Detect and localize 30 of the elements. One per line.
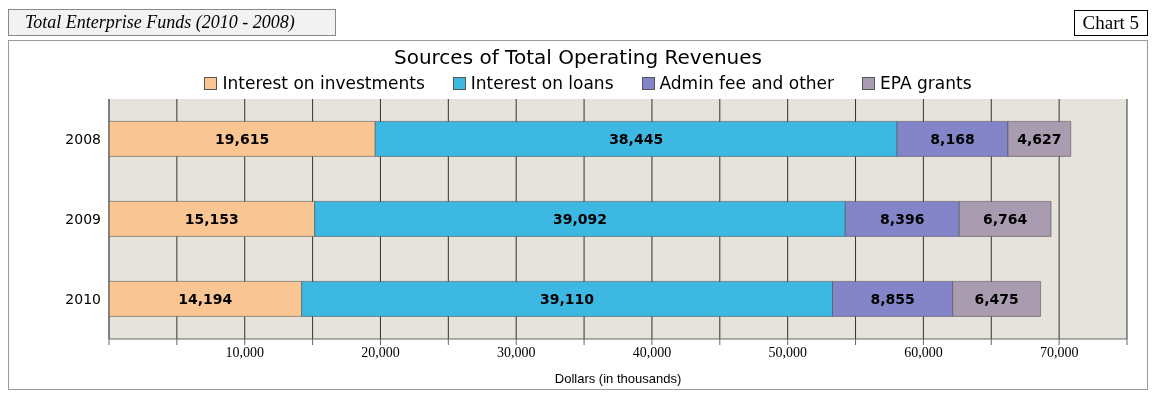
y-tick-label: 2008: [65, 130, 101, 147]
data-label: 38,445: [609, 130, 664, 147]
data-label: 15,153: [184, 210, 239, 227]
legend-label: Interest on loans: [470, 73, 614, 93]
x-tick-label: 30,000: [496, 344, 536, 360]
data-label: 39,092: [552, 210, 607, 227]
data-label: 8,396: [880, 210, 925, 227]
data-label: 14,194: [178, 290, 233, 307]
caption: Chart 5: [1073, 10, 1148, 36]
data-label: 39,110: [540, 290, 595, 307]
x-tick-label: 40,000: [632, 344, 672, 360]
x-tick-label: 10,000: [225, 344, 264, 360]
legend-label: EPA grants: [880, 73, 972, 93]
x-axis-title: Dollars (in thousands): [554, 371, 682, 386]
x-tick-label: 60,000: [904, 344, 943, 360]
legend-label: Admin fee and other: [659, 73, 835, 93]
data-label: 6,764: [983, 210, 1028, 227]
text: Total Enterprise Funds (2010 - 2008): [8, 9, 336, 36]
chart-title: Sources of Total Operating Revenues: [392, 45, 763, 69]
legend-label: Interest on investments: [222, 73, 425, 93]
data-label: 4,627: [1017, 130, 1062, 147]
y-tick-label: 2010: [65, 290, 101, 307]
data-label: 8,168: [930, 130, 975, 147]
x-tick-label: 50,000: [768, 344, 807, 360]
x-tick-label: 20,000: [361, 344, 400, 360]
data-label: 19,615: [215, 130, 270, 147]
x-tick-label: 70,000: [1039, 344, 1079, 360]
y-tick-label: 2009: [65, 210, 101, 227]
data-label: 8,855: [870, 290, 915, 307]
data-label: 6,475: [974, 290, 1019, 307]
